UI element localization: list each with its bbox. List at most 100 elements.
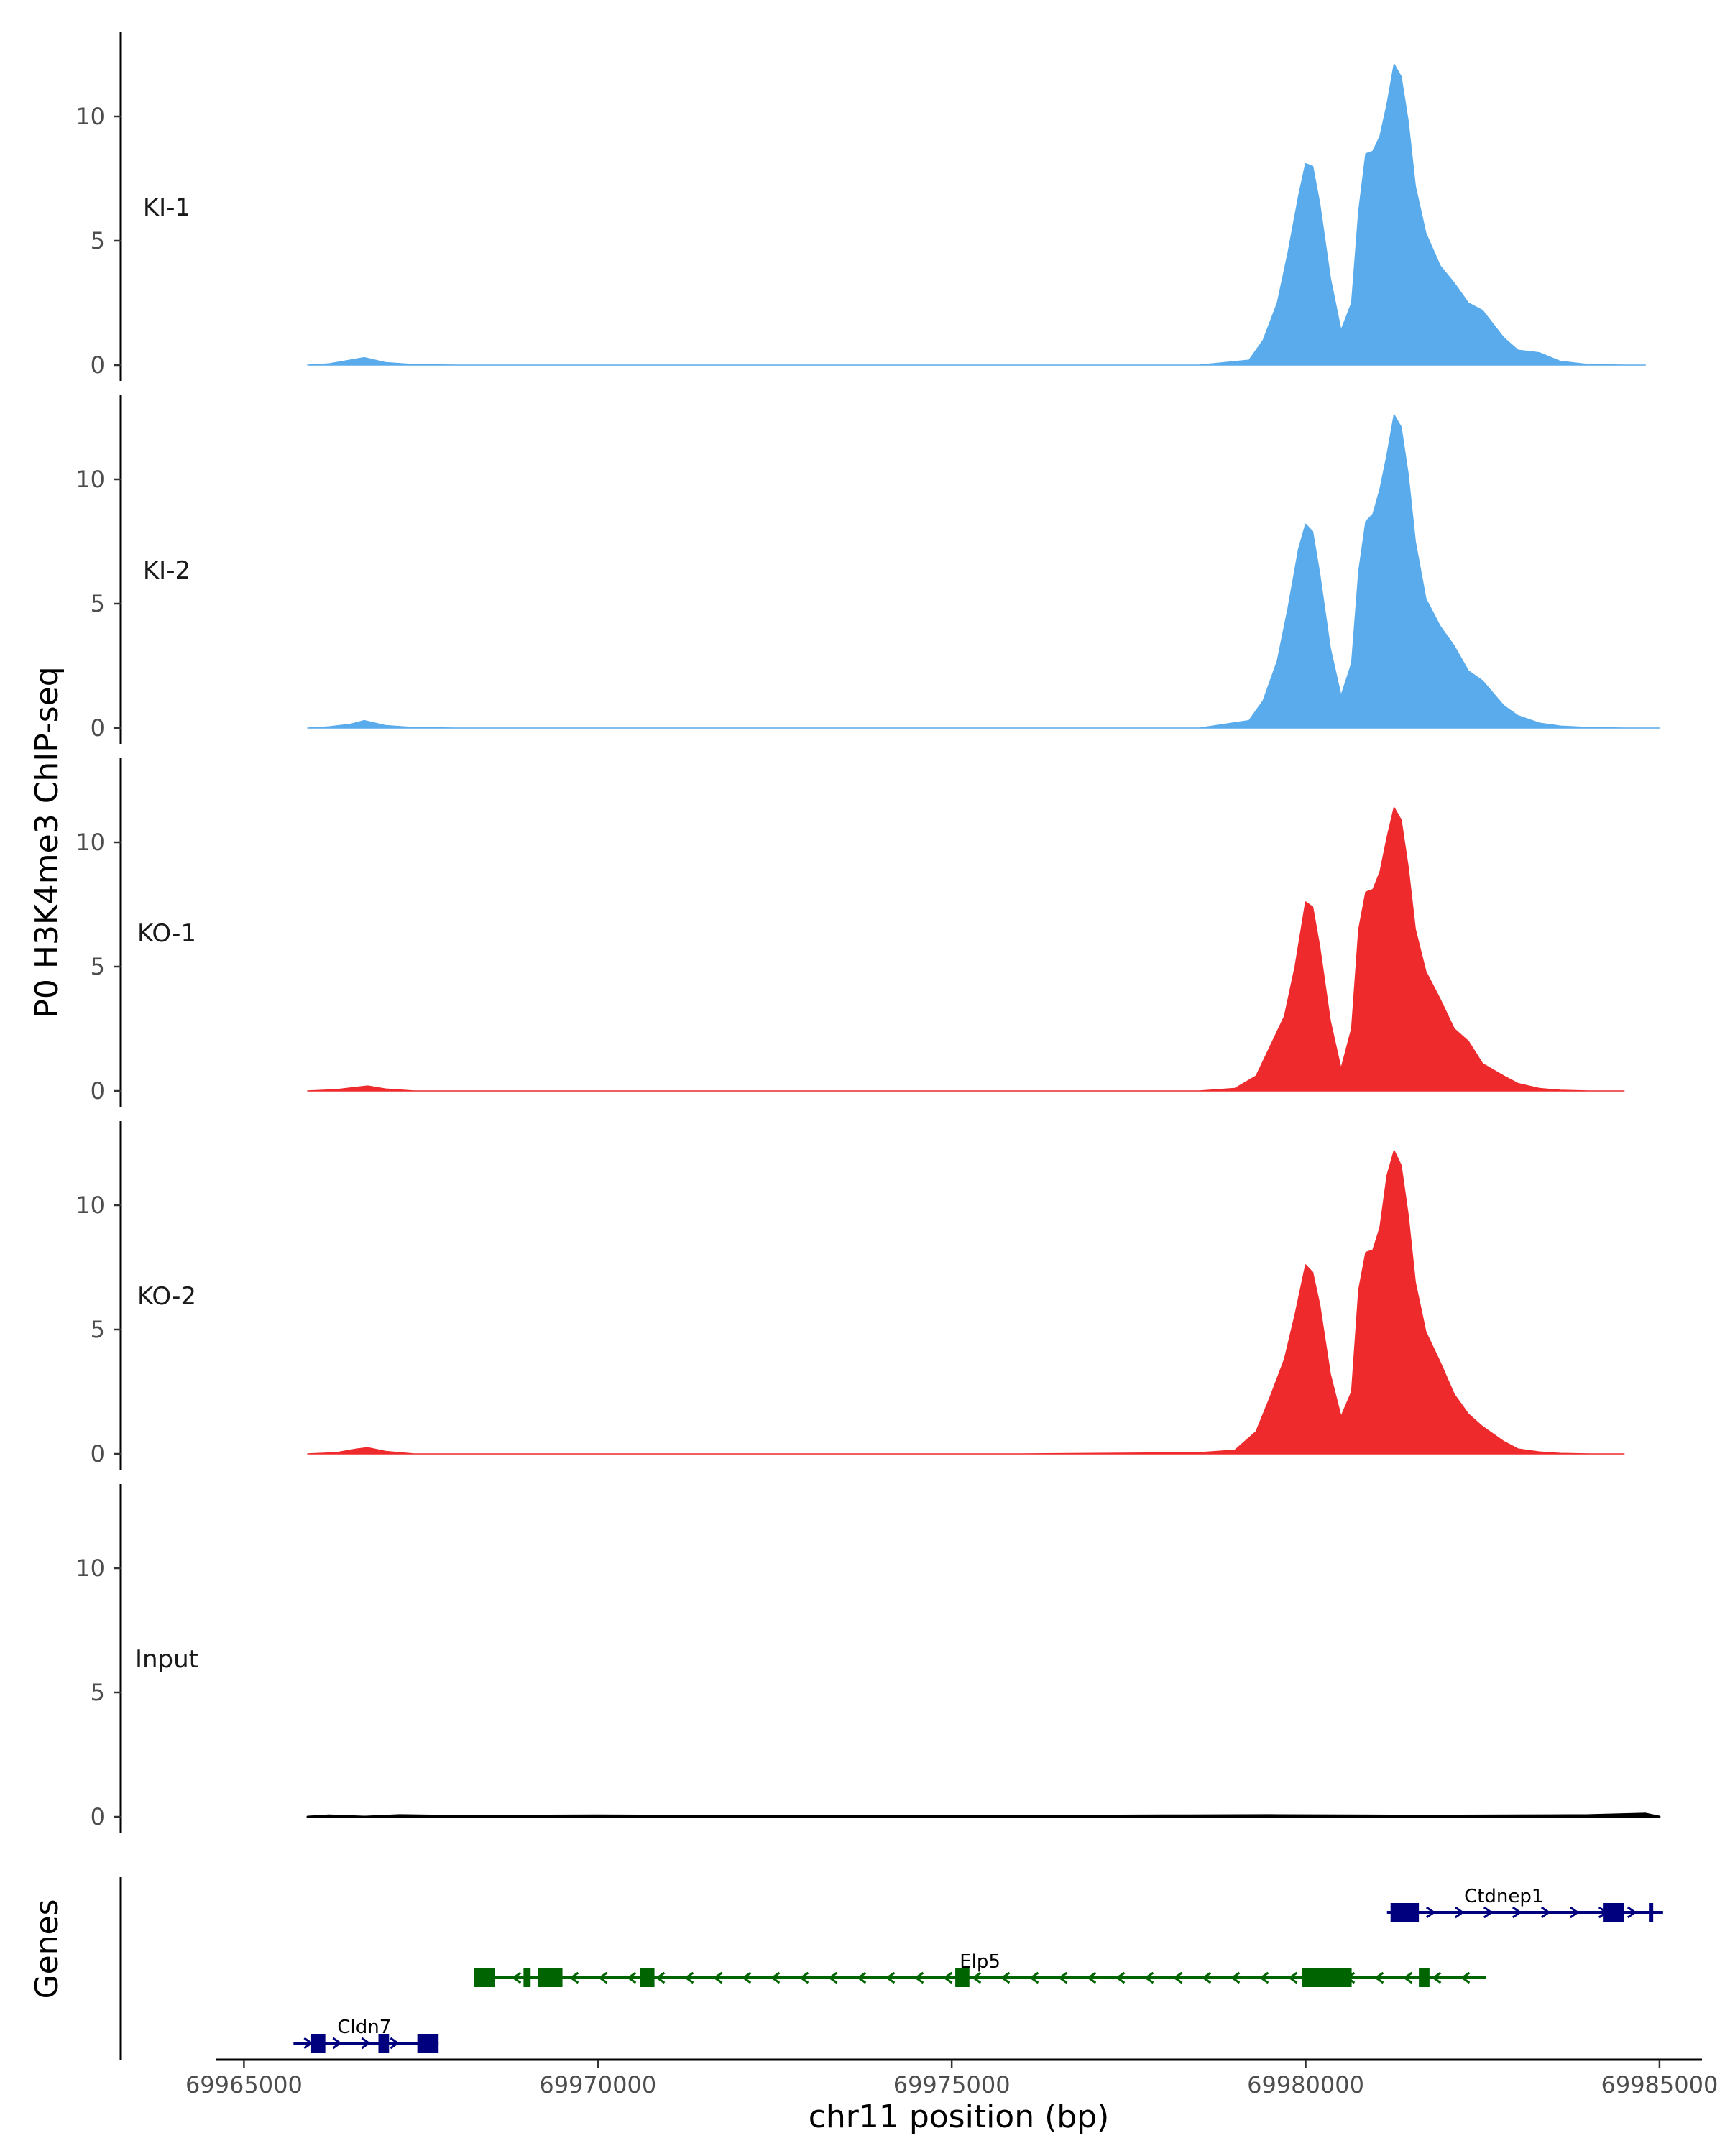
y-tick-label: 5 — [91, 1316, 105, 1343]
strand-arrow — [1512, 1906, 1522, 1919]
x-tick-label: 69965000 — [185, 2071, 303, 2099]
strand-arrow — [856, 1971, 867, 1984]
track-label: KO-1 — [137, 919, 196, 948]
strand-arrow — [1230, 1971, 1241, 1984]
track-label: KI-2 — [143, 556, 190, 585]
gene-label: Cldn7 — [337, 2017, 391, 2038]
strand-arrow — [1540, 1906, 1551, 1919]
strand-arrow — [770, 1971, 781, 1984]
strand-arrow — [511, 1971, 522, 1984]
gene-ctdnep1: Ctdnep1 — [1386, 1886, 1663, 1922]
signal-area — [307, 414, 1660, 729]
x-tick-label: 69980000 — [1247, 2071, 1364, 2099]
strand-arrow — [712, 1971, 723, 1984]
strand-arrow — [1627, 1906, 1637, 1919]
exon-block — [310, 2034, 326, 2053]
y-tick-label: 0 — [91, 351, 105, 379]
strand-arrow — [1115, 1971, 1126, 1984]
exon-block — [378, 2034, 390, 2053]
strand-arrow — [332, 2037, 342, 2050]
y-tick-label: 0 — [91, 1077, 105, 1105]
track-input: 0 5 10 Input — [75, 1484, 1661, 1833]
strand-arrow — [626, 1971, 637, 1984]
exon-block — [523, 1968, 531, 1987]
genes-panel-label: Genes — [29, 1899, 65, 1999]
exon-block — [1649, 1903, 1654, 1922]
y-tick-label: 5 — [91, 1679, 105, 1706]
genes-panel: Ctdnep1 Elp5 Cldn7 — [119, 1877, 1663, 2060]
x-tick-label: 69975000 — [893, 2071, 1011, 2099]
strand-arrow — [361, 2037, 371, 2050]
strand-arrow — [1569, 1906, 1580, 1919]
y-tick-label: 5 — [91, 590, 105, 617]
y-tick-label: 5 — [91, 953, 105, 980]
exon-block — [955, 1968, 970, 1987]
y-tick-label: 0 — [91, 1440, 105, 1468]
track-ko-2: 0 5 10 KO-2 — [75, 1121, 1625, 1470]
x-tick-label: 69970000 — [539, 2071, 656, 2099]
strand-arrow — [1201, 1971, 1212, 1984]
strand-arrow — [597, 1971, 608, 1984]
strand-arrow — [655, 1971, 666, 1984]
signal-area — [307, 806, 1625, 1092]
strand-arrow — [1172, 1971, 1183, 1984]
exon-block — [1603, 1903, 1624, 1922]
gene-label: Elp5 — [960, 1951, 1000, 1973]
strand-arrow — [971, 1971, 982, 1984]
strand-arrow — [942, 1971, 953, 1984]
strand-arrow — [1431, 1971, 1442, 1984]
exon-block — [538, 1968, 563, 1987]
strand-arrow — [569, 1971, 579, 1984]
x-axis-title: chr11 position (bp) — [809, 2099, 1110, 2135]
y-axis-title: P0 H3K4me3 ChIP-seq — [29, 666, 65, 1018]
strand-arrow — [827, 1971, 838, 1984]
strand-arrow — [1086, 1971, 1097, 1984]
exon-block — [1302, 1968, 1352, 1987]
strand-arrow — [1454, 1906, 1465, 1919]
y-tick-label: 10 — [75, 466, 105, 493]
exon-block — [1390, 1903, 1420, 1922]
strand-arrow — [1483, 1906, 1494, 1919]
strand-arrow — [1029, 1971, 1039, 1984]
strand-arrow — [799, 1971, 809, 1984]
x-axis: 69965000 69970000 69975000 69980000 69985000 — [185, 2058, 1718, 2099]
gene-cldn7: Cldn7 — [293, 2017, 439, 2053]
strand-arrow — [914, 1971, 924, 1984]
gene-label: Ctdnep1 — [1464, 1886, 1543, 1907]
track-ko-1: 0 5 10 KO-1 — [75, 758, 1625, 1107]
y-tick-label: 0 — [91, 714, 105, 742]
x-tick-label: 69985000 — [1601, 2071, 1718, 2099]
y-tick-label: 10 — [75, 103, 105, 130]
track-label: KO-2 — [137, 1282, 196, 1311]
track-label: Input — [135, 1645, 198, 1674]
strand-arrow — [1000, 1971, 1011, 1984]
strand-arrow — [1287, 1971, 1298, 1984]
strand-arrow — [1402, 1971, 1413, 1984]
y-tick-label: 0 — [91, 1803, 105, 1830]
strand-arrow — [1374, 1971, 1384, 1984]
strand-arrow — [1259, 1971, 1269, 1984]
track-ki-1: 0 5 10 KI-1 — [75, 32, 1646, 381]
strand-arrow — [885, 1971, 896, 1984]
exon-block — [417, 2034, 439, 2053]
strand-arrow — [1057, 1971, 1068, 1984]
signal-area — [307, 1150, 1625, 1455]
track-label: KI-1 — [143, 193, 190, 222]
y-tick-label: 5 — [91, 227, 105, 254]
strand-arrow — [1460, 1971, 1471, 1984]
exon-block — [474, 1968, 495, 1987]
strand-arrow — [741, 1971, 752, 1984]
strand-arrow — [1144, 1971, 1154, 1984]
exon-block — [1419, 1968, 1430, 1987]
tracks-layer: 0 5 10 KI-1 0 5 10 KI-2 0 5 10 KO-1 0 5 10 KO-2 0 5 10 Inpu… — [75, 32, 1661, 1833]
y-tick-label: 10 — [75, 1554, 105, 1582]
strand-arrow — [1425, 1906, 1436, 1919]
exon-block — [640, 1968, 655, 1987]
track-ki-2: 0 5 10 KI-2 — [75, 395, 1660, 744]
y-tick-label: 10 — [75, 829, 105, 856]
strand-arrow — [684, 1971, 694, 1984]
signal-area — [307, 63, 1646, 366]
strand-arrow — [390, 2037, 400, 2050]
y-tick-label: 10 — [75, 1192, 105, 1219]
